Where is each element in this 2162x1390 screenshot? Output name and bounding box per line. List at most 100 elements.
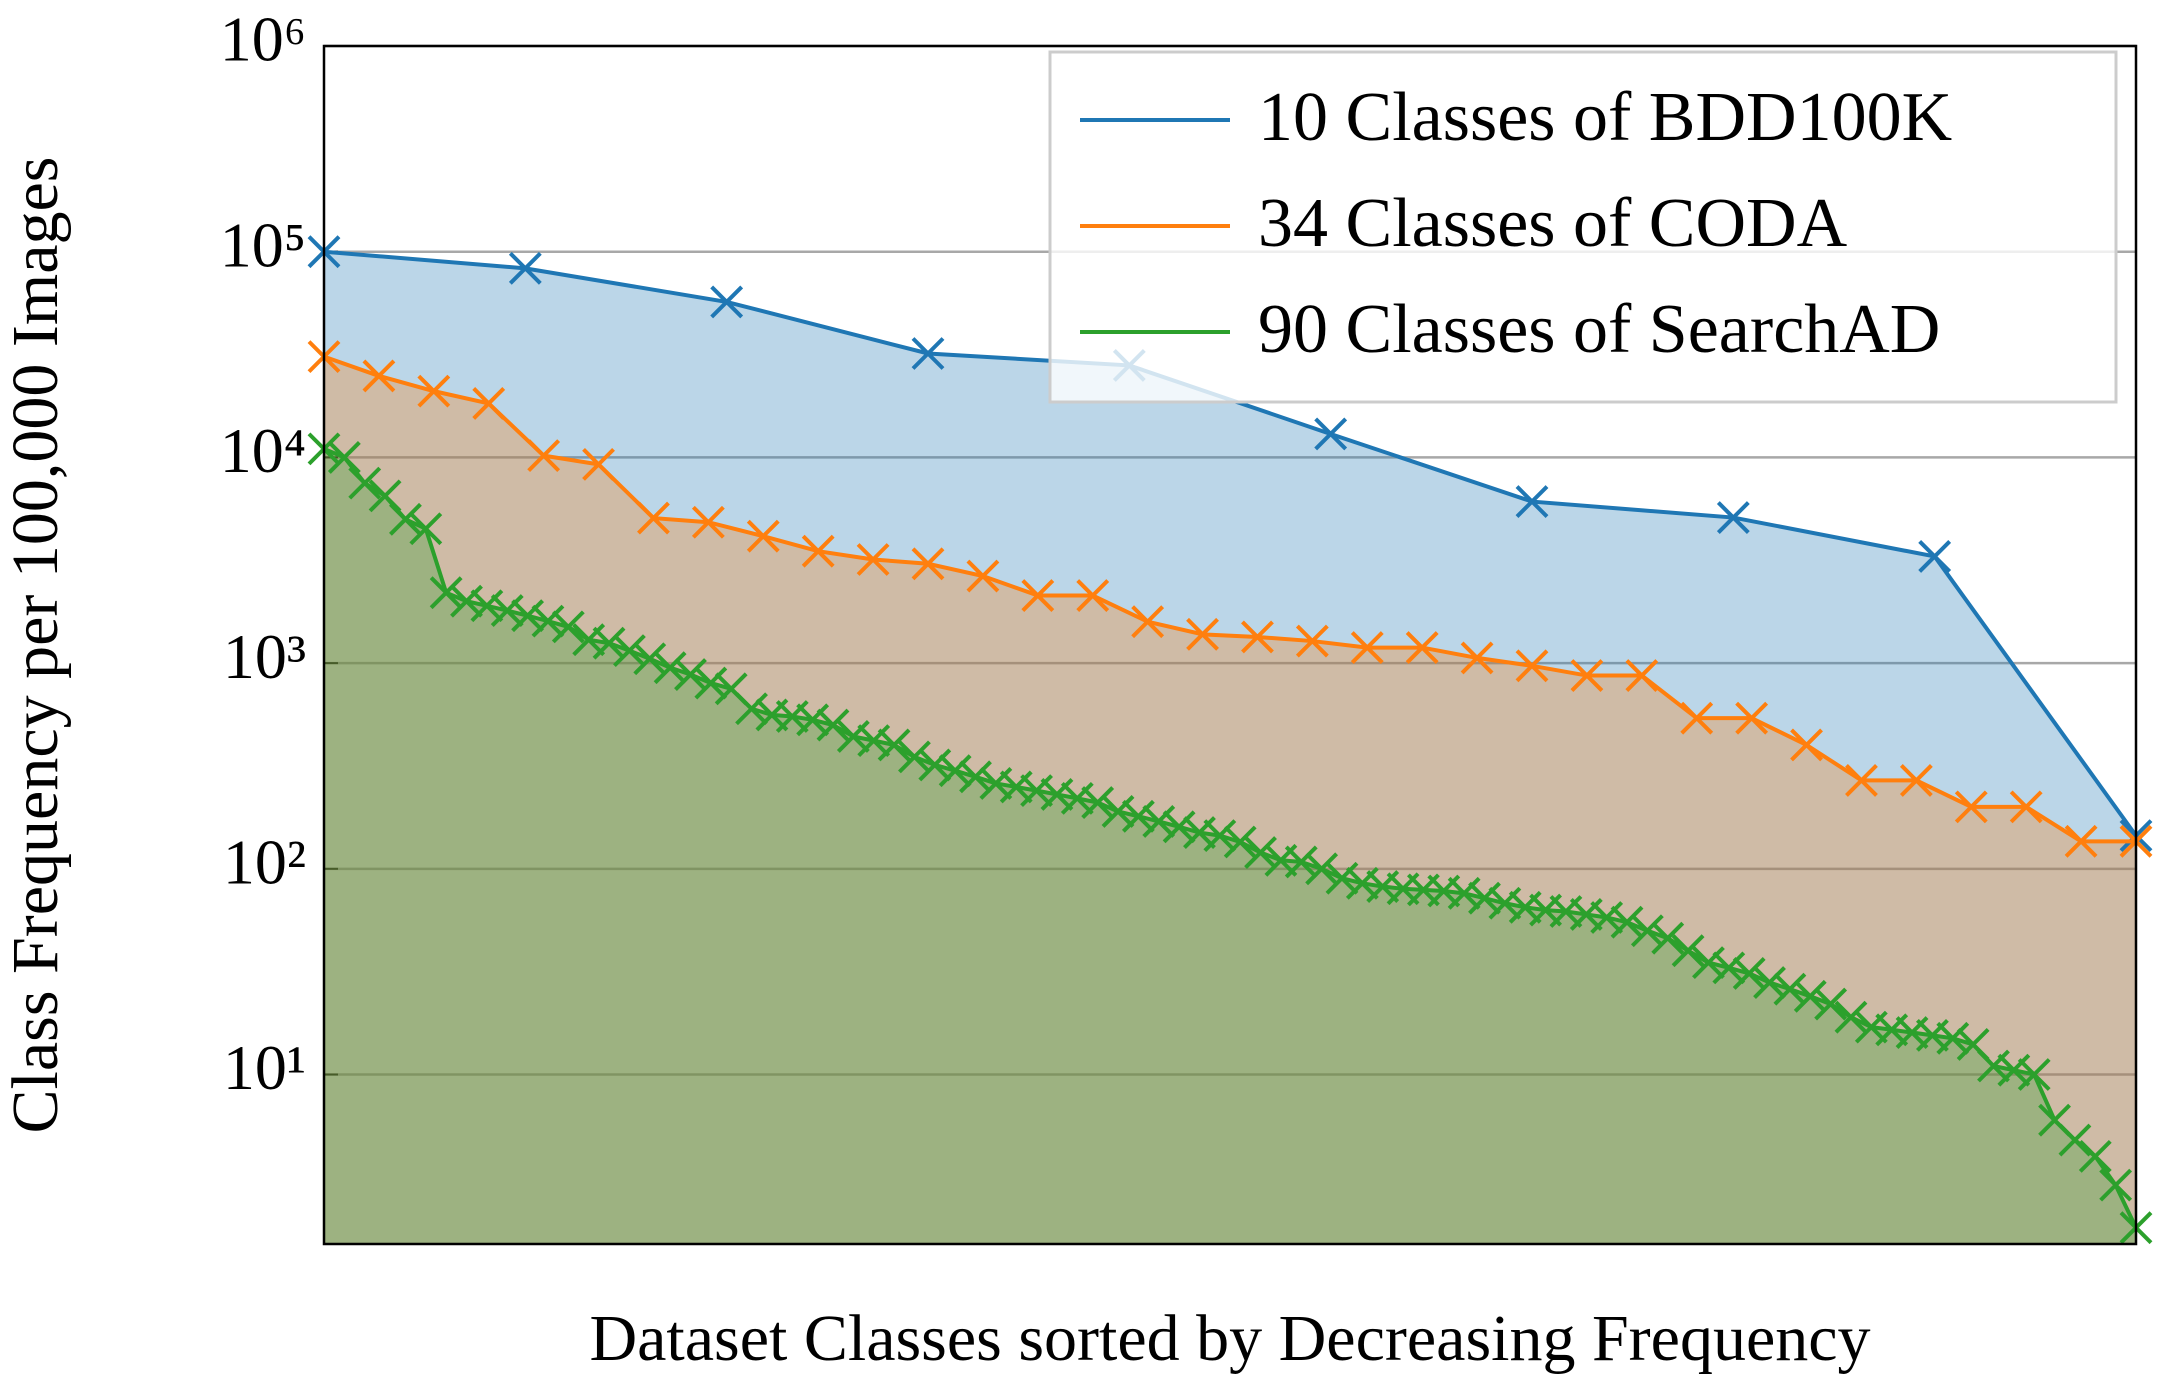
marker: [2017, 1058, 2051, 1091]
marker: [796, 703, 830, 737]
marker: [1834, 1000, 1868, 1034]
marker: [1460, 641, 1494, 675]
marker: [1350, 631, 1384, 664]
marker: [1314, 417, 1348, 451]
y-axis-label: Class Frequency per 100,000 Images: [0, 157, 72, 1134]
marker: [592, 626, 626, 660]
marker: [1060, 781, 1094, 815]
marker: [1680, 701, 1714, 735]
marker: [877, 728, 911, 762]
marker: [1790, 728, 1823, 762]
marker: [1468, 881, 1501, 915]
marker: [417, 374, 451, 408]
marker: [1753, 966, 1786, 999]
marker: [836, 720, 870, 753]
marker: [470, 589, 504, 623]
marker: [637, 501, 670, 535]
marker: [1712, 951, 1746, 985]
marker: [1773, 972, 1807, 1006]
area: [324, 251, 2136, 1245]
marker: [1186, 617, 1219, 651]
marker: [1590, 901, 1624, 934]
marker: [1936, 1021, 1970, 1055]
marker: [1101, 795, 1135, 828]
marker: [1244, 836, 1277, 869]
marker: [816, 708, 850, 742]
marker: [429, 576, 463, 610]
marker: [1295, 624, 1329, 658]
marker: [1732, 957, 1766, 990]
marker: [1021, 579, 1055, 612]
marker: [1081, 786, 1115, 819]
y-tick-label: 10⁴: [220, 415, 306, 486]
marker: [1716, 501, 1750, 534]
marker: [1899, 763, 1933, 797]
marker: [911, 337, 945, 370]
marker: [1610, 905, 1644, 939]
marker: [856, 543, 890, 576]
marker: [1405, 631, 1439, 664]
y-tick-label: 10²: [223, 827, 306, 898]
marker: [1954, 790, 1988, 824]
x-axis-label: Dataset Classes sorted by Decreasing Fre…: [589, 1302, 1870, 1375]
marker: [490, 594, 524, 628]
marker: [911, 547, 945, 581]
marker: [1203, 819, 1237, 853]
marker: [511, 599, 545, 633]
marker: [674, 658, 707, 691]
marker: [508, 251, 542, 285]
marker: [1793, 979, 1827, 1013]
marker: [966, 559, 1000, 593]
marker: [1121, 799, 1155, 833]
legend: 10 Classes of BDD100K 34 Classes of CODA 9…: [1048, 50, 2118, 404]
marker: [775, 700, 809, 733]
marker: [1651, 921, 1685, 955]
y-tick-label: 10⁵: [220, 209, 306, 280]
marker: [857, 724, 891, 758]
marker: [572, 623, 606, 657]
marker: [959, 760, 992, 794]
marker: [1284, 845, 1318, 879]
marker: [735, 692, 768, 726]
y-tick-label: 10⁶: [220, 4, 306, 75]
marker: [1020, 774, 1053, 808]
marker: [653, 651, 687, 685]
marker: [368, 479, 402, 513]
marker: [1515, 649, 1549, 683]
marker: [612, 634, 646, 668]
marker: [1040, 777, 1074, 811]
marker: [1814, 987, 1848, 1021]
marker: [1142, 804, 1176, 838]
marker: [710, 285, 744, 319]
marker: [801, 534, 835, 568]
marker: [1223, 825, 1257, 859]
marker: [691, 505, 725, 539]
marker: [1305, 852, 1339, 886]
marker: [746, 519, 780, 553]
marker: [2064, 824, 2098, 858]
marker: [472, 387, 506, 420]
marker: [1345, 866, 1379, 900]
marker: [918, 748, 952, 782]
marker: [1488, 886, 1522, 920]
marker: [1671, 934, 1705, 968]
marker: [531, 604, 565, 638]
marker: [1570, 659, 1604, 692]
marker: [1845, 763, 1878, 797]
marker: [1630, 914, 1664, 948]
marker: [2009, 790, 2043, 824]
marker: [2099, 1168, 2133, 1202]
marker: [1735, 701, 1769, 735]
marker: [1977, 1049, 2010, 1083]
marker: [1325, 861, 1359, 895]
marker: [1918, 540, 1952, 573]
legend-label: 34 Classes of CODA: [1258, 185, 1848, 262]
marker: [551, 610, 585, 644]
marker: [898, 740, 931, 774]
marker: [1625, 659, 1659, 692]
marker: [1241, 620, 1274, 654]
area: [324, 356, 2136, 1245]
marker: [694, 666, 728, 700]
